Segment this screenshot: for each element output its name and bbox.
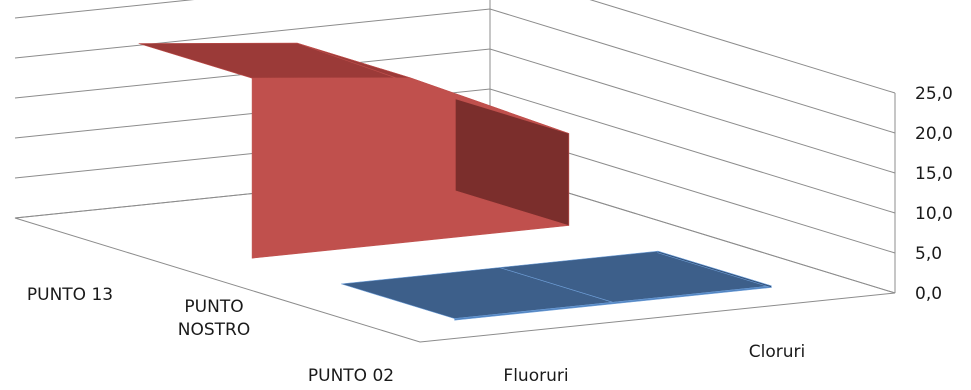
y-tick-label: 0,0	[915, 284, 942, 304]
gridline	[14, 88, 896, 214]
gridline	[14, 48, 896, 174]
area-top-face	[138, 42, 411, 79]
y-tick-label: 5,0	[915, 244, 942, 264]
area-side-face	[455, 98, 570, 226]
category-label: PUNTO NOSTRO	[178, 297, 250, 340]
gridline	[14, 8, 896, 134]
series-label: Fluoruri	[503, 366, 568, 386]
category-label: PUNTO 13	[27, 285, 113, 305]
axis-labels: 0,0 5,0 10,0 15,0 20,0 25,0 PUNTO 13 PUNTO NOSTR…	[27, 84, 953, 386]
category-label: PUNTO 02	[308, 366, 394, 386]
y-tick-label: 15,0	[915, 164, 953, 184]
y-tick-label: 10,0	[915, 204, 953, 224]
area-front-face	[454, 285, 772, 321]
gridline	[14, 0, 896, 94]
series-group	[138, 42, 772, 321]
series-label: Cloruri	[749, 342, 805, 362]
series-cloruri	[138, 42, 570, 259]
y-tick-label: 25,0	[915, 84, 953, 104]
series-fluoruri	[341, 250, 772, 321]
area-side-face	[657, 250, 772, 288]
y-tick-label: 20,0	[915, 124, 953, 144]
